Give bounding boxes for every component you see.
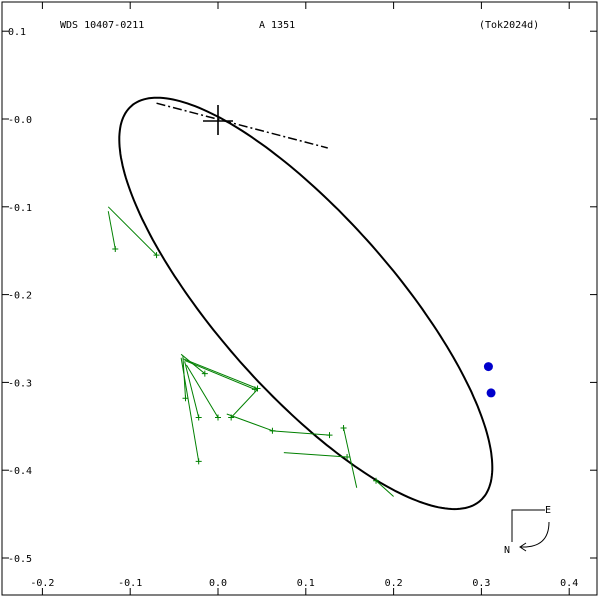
residual-line bbox=[107, 206, 157, 256]
observation-marker bbox=[344, 454, 351, 461]
residual-line bbox=[107, 211, 116, 250]
residual-line bbox=[182, 358, 258, 390]
residual-line bbox=[230, 389, 258, 418]
residual-line bbox=[343, 427, 358, 488]
y-tick-label: -0.1 bbox=[8, 203, 32, 214]
observation-marker bbox=[201, 370, 208, 377]
observation-marker bbox=[340, 425, 347, 432]
y-tick-label: 0.1 bbox=[8, 27, 26, 38]
highlighted-point bbox=[486, 388, 496, 398]
residual-line bbox=[226, 413, 273, 432]
compass-arc bbox=[520, 521, 550, 548]
residual-line bbox=[185, 364, 219, 418]
primary-marker-layer bbox=[203, 105, 233, 135]
compass-north: N bbox=[504, 545, 510, 556]
observations-layer bbox=[107, 206, 394, 497]
y-tick-label: -0.4 bbox=[8, 466, 32, 477]
residual-line bbox=[184, 359, 256, 390]
observation-marker bbox=[326, 432, 333, 439]
pair-label: A 1351 bbox=[259, 20, 295, 31]
x-tick-label: 0.3 bbox=[472, 578, 490, 589]
observation-marker bbox=[215, 414, 221, 421]
observation-marker bbox=[112, 245, 119, 252]
reference-label: (Tok2024d) bbox=[479, 20, 539, 31]
highlighted-points-layer bbox=[483, 362, 496, 398]
orbit-layer bbox=[118, 96, 494, 511]
line-of-nodes-layer bbox=[156, 102, 328, 149]
compass: E N bbox=[504, 505, 551, 556]
y-tick-label: -0.0 bbox=[8, 115, 32, 126]
compass-arrow-icon bbox=[519, 542, 527, 552]
primary-star-cross bbox=[203, 105, 233, 135]
residual-line bbox=[375, 480, 394, 497]
y-tick-label: -0.3 bbox=[8, 378, 32, 389]
residual-line bbox=[270, 430, 330, 436]
residual-line bbox=[184, 361, 200, 418]
orbit-ellipse bbox=[118, 96, 494, 511]
x-tick-label: 0.2 bbox=[385, 578, 403, 589]
x-tick-label: -0.1 bbox=[118, 578, 142, 589]
residual-line bbox=[283, 452, 348, 458]
residual-line bbox=[180, 357, 200, 462]
x-tick-label: 0.4 bbox=[560, 578, 578, 589]
x-tick-label: 0.1 bbox=[297, 578, 315, 589]
observation-marker bbox=[153, 252, 160, 259]
compass-bracket bbox=[511, 509, 545, 542]
wds-label: WDS 10407-0211 bbox=[60, 20, 144, 31]
highlighted-point bbox=[483, 362, 493, 372]
y-tick-label: -0.2 bbox=[8, 291, 32, 302]
compass-east: E bbox=[545, 505, 551, 516]
y-tick-label: -0.5 bbox=[8, 554, 32, 565]
observation-marker bbox=[195, 458, 202, 465]
observation-marker bbox=[373, 477, 380, 484]
observation-marker bbox=[195, 414, 202, 421]
observation-marker bbox=[254, 385, 261, 392]
line-of-nodes bbox=[156, 102, 328, 149]
x-tick-label: -0.2 bbox=[30, 578, 54, 589]
x-tick-label: 0.0 bbox=[209, 578, 227, 589]
